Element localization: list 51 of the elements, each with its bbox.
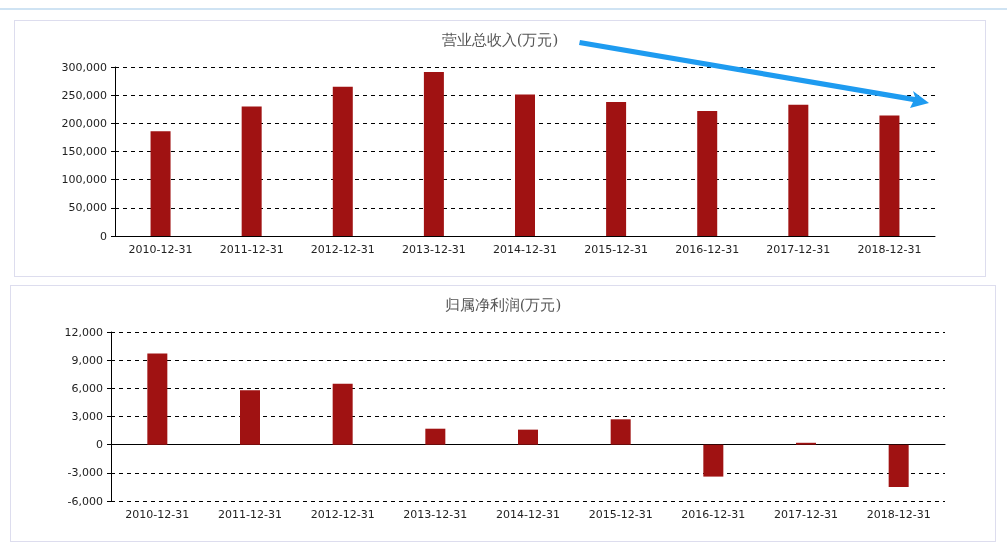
y-tick-label: 250,000: [61, 88, 107, 102]
x-tick-label: 2011-12-31: [218, 508, 282, 521]
x-tick-label: 2010-12-31: [128, 243, 193, 256]
bar: [788, 104, 809, 236]
y-tick-label: -6,000: [67, 494, 103, 508]
x-tick-label: 2017-12-31: [774, 508, 838, 521]
bar: [332, 86, 353, 236]
bar: [888, 444, 909, 487]
bar: [879, 115, 900, 236]
x-tick-label: 2017-12-31: [766, 243, 831, 256]
bar: [606, 101, 627, 236]
x-tick-label: 2015-12-31: [588, 508, 653, 521]
x-tick-label: 2011-12-31: [219, 243, 284, 256]
chart-title: 营业总收入(万元): [441, 30, 559, 49]
y-tick-label: 6,000: [71, 381, 103, 395]
bar: [425, 428, 446, 445]
bar: [240, 390, 260, 445]
x-tick-label: 2016-12-31: [681, 508, 746, 521]
y-tick-label: -3,000: [67, 466, 103, 480]
x-tick-label: 2013-12-31: [403, 508, 468, 521]
x-tick-label: 2012-12-31: [310, 508, 375, 521]
y-tick-label: 150,000: [61, 145, 107, 158]
bar: [332, 383, 353, 445]
bar: [241, 106, 262, 236]
bar: [423, 72, 444, 236]
x-tick-label: 2013-12-31: [401, 243, 466, 256]
x-tick-label: 2015-12-31: [584, 243, 649, 256]
bar: [610, 419, 631, 445]
y-tick-label: 100,000: [61, 173, 107, 187]
x-tick-label: 2016-12-31: [675, 243, 740, 256]
y-tick-label: 0: [100, 229, 107, 243]
x-tick-label: 2018-12-31: [866, 508, 931, 521]
x-tick-label: 2010-12-31: [125, 508, 190, 521]
x-tick-label: 2018-12-31: [857, 243, 922, 256]
y-tick-label: 12,000: [64, 325, 103, 339]
bar: [147, 353, 168, 445]
x-tick-label: 2014-12-31: [493, 243, 557, 256]
bar: [703, 444, 724, 477]
y-tick-label: 300,000: [61, 60, 107, 74]
bar: [515, 94, 535, 236]
chart-title: 归属净利润(万元): [444, 295, 562, 314]
y-tick-label: 200,000: [61, 116, 107, 130]
bar: [518, 429, 538, 445]
x-tick-label: 2014-12-31: [496, 508, 560, 521]
y-tick-label: 0: [96, 438, 103, 452]
y-tick-label: 3,000: [71, 410, 103, 423]
x-tick-label: 2012-12-31: [310, 243, 375, 256]
y-tick-label: 9,000: [71, 353, 103, 367]
bar: [150, 131, 171, 236]
bar: [697, 110, 718, 236]
y-tick-label: 50,000: [68, 201, 107, 215]
